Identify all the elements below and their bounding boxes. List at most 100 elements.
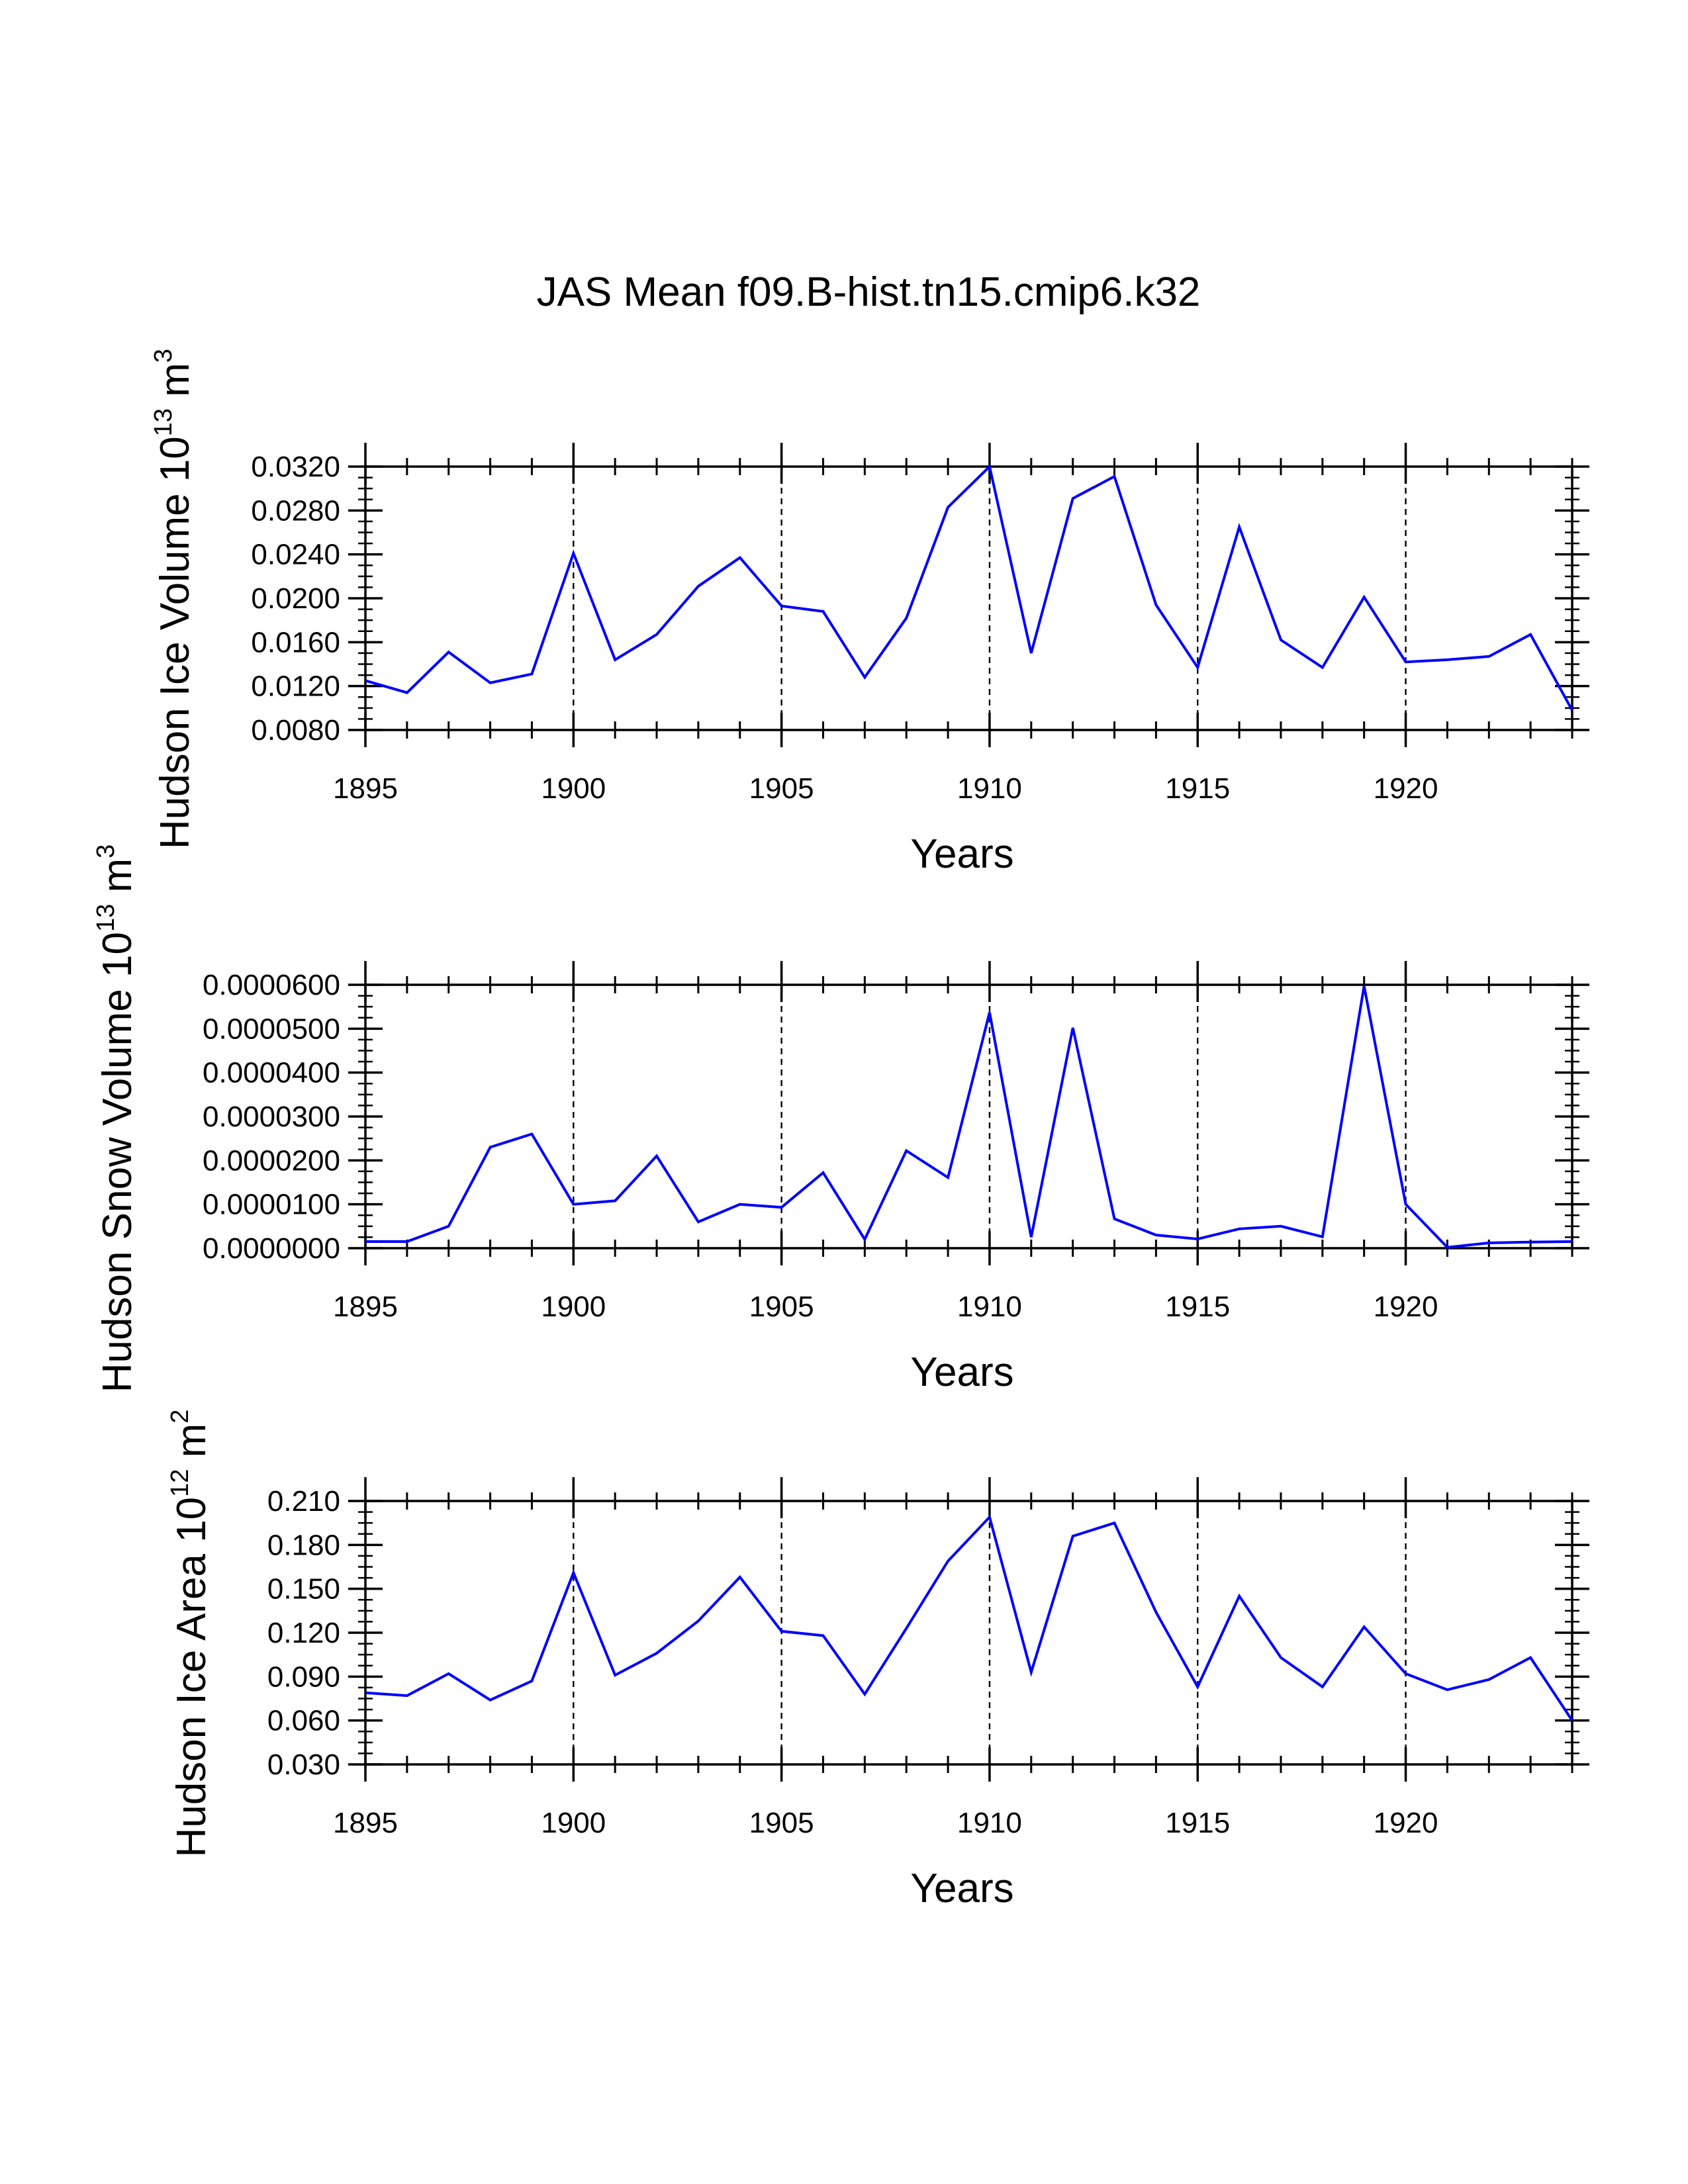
data-point bbox=[1363, 985, 1366, 987]
data-point bbox=[697, 1220, 700, 1223]
data-point bbox=[1571, 1719, 1573, 1722]
y-tick-label: 0.0080 bbox=[251, 714, 340, 747]
data-point bbox=[780, 1206, 783, 1208]
data-point bbox=[697, 1619, 700, 1622]
data-point bbox=[988, 1011, 991, 1014]
data-point bbox=[821, 610, 824, 613]
x-tick-label: 1895 bbox=[333, 772, 398, 805]
data-point bbox=[905, 617, 908, 619]
y-axis-title-unit-exponent: 3 bbox=[92, 844, 120, 858]
data-point bbox=[1321, 1686, 1324, 1688]
x-axis-title: Years bbox=[910, 1866, 1013, 1911]
data-point bbox=[821, 1634, 824, 1637]
y-axis-title-exponent: 13 bbox=[150, 408, 177, 436]
data-point bbox=[406, 692, 408, 694]
data-point bbox=[1487, 1242, 1490, 1244]
data-point bbox=[1446, 1688, 1448, 1691]
data-point bbox=[614, 1199, 616, 1202]
data-point bbox=[655, 633, 658, 636]
data-point bbox=[947, 1176, 949, 1179]
data-point bbox=[530, 672, 533, 675]
data-point bbox=[863, 1238, 866, 1241]
x-tick-label: 1905 bbox=[749, 1807, 814, 1839]
data-point bbox=[780, 1630, 783, 1633]
data-point bbox=[572, 1571, 575, 1574]
data-point bbox=[530, 1680, 533, 1682]
data-point bbox=[988, 465, 991, 468]
x-tick-label: 1920 bbox=[1374, 1291, 1438, 1323]
data-point bbox=[1363, 596, 1366, 598]
x-tick-label: 1910 bbox=[957, 772, 1022, 805]
data-point bbox=[1280, 1657, 1282, 1659]
data-point bbox=[489, 1146, 492, 1148]
x-tick-label: 1905 bbox=[749, 772, 814, 805]
x-tick-label: 1920 bbox=[1374, 772, 1438, 805]
data-point bbox=[1529, 633, 1532, 636]
data-point bbox=[1321, 666, 1324, 668]
data-point bbox=[364, 679, 367, 682]
data-point bbox=[1072, 1026, 1074, 1029]
x-tick-label: 1915 bbox=[1165, 1291, 1230, 1323]
data-point bbox=[905, 1627, 908, 1629]
y-axis-title: Hudson Ice Area 1012 m2 bbox=[166, 1410, 214, 1858]
data-point bbox=[1571, 709, 1573, 711]
data-point bbox=[1405, 1203, 1407, 1206]
y-tick-label: 0.030 bbox=[267, 1749, 340, 1781]
y-axis-title-base: Hudson Ice Volume 10 bbox=[152, 436, 198, 849]
data-point bbox=[1196, 1686, 1199, 1688]
data-point bbox=[988, 1516, 991, 1518]
data-point bbox=[697, 585, 700, 588]
x-tick-label: 1895 bbox=[333, 1291, 398, 1323]
data-point bbox=[1405, 1672, 1407, 1675]
x-tick-label: 1915 bbox=[1165, 1807, 1230, 1839]
data-point bbox=[1072, 497, 1074, 500]
data-point bbox=[905, 1150, 908, 1152]
data-point bbox=[406, 1240, 408, 1243]
data-point bbox=[1571, 1240, 1573, 1243]
x-tick-label: 1910 bbox=[957, 1291, 1022, 1323]
data-point bbox=[863, 676, 866, 678]
data-point bbox=[821, 1171, 824, 1174]
x-tick-label: 1905 bbox=[749, 1291, 814, 1323]
data-point bbox=[1113, 1522, 1116, 1524]
data-point bbox=[1072, 1535, 1074, 1537]
y-tick-label: 0.0000000 bbox=[203, 1232, 340, 1265]
x-tick-label: 1895 bbox=[333, 1807, 398, 1839]
y-tick-label: 0.0200 bbox=[251, 582, 340, 615]
y-axis-title-base: Hudson Ice Area 10 bbox=[169, 1497, 214, 1858]
data-point bbox=[1030, 1236, 1033, 1238]
data-point bbox=[947, 506, 949, 508]
data-point bbox=[614, 1674, 616, 1676]
x-axis-title: Years bbox=[910, 1349, 1013, 1395]
data-point bbox=[863, 1693, 866, 1696]
data-point bbox=[1238, 525, 1241, 528]
x-tick-label: 1900 bbox=[541, 1291, 606, 1323]
data-point bbox=[1280, 639, 1282, 641]
chart-panel-2: 1895 1900 1905 1910 1915 1920 0.0000000 0.00001… bbox=[92, 844, 1589, 1395]
y-tick-label: 0.0280 bbox=[251, 494, 340, 527]
y-axis-title-unit: m bbox=[95, 858, 140, 904]
data-point bbox=[1405, 660, 1407, 663]
data-point bbox=[572, 552, 575, 555]
data-point bbox=[1321, 1236, 1324, 1238]
data-point bbox=[1238, 1228, 1241, 1230]
data-point bbox=[1446, 1246, 1448, 1249]
data-point bbox=[1196, 1238, 1199, 1240]
data-point bbox=[1030, 652, 1033, 655]
data-point bbox=[530, 1133, 533, 1136]
data-point bbox=[489, 682, 492, 684]
y-tick-label: 0.0160 bbox=[251, 626, 340, 659]
y-tick-label: 0.0320 bbox=[251, 451, 340, 483]
y-tick-label: 0.090 bbox=[267, 1661, 340, 1693]
y-tick-label: 0.0000300 bbox=[203, 1101, 340, 1133]
data-point bbox=[1529, 1657, 1532, 1659]
y-tick-label: 0.180 bbox=[267, 1529, 340, 1561]
data-point bbox=[739, 1576, 741, 1578]
y-tick-label: 0.0120 bbox=[251, 670, 340, 703]
y-tick-label: 0.150 bbox=[267, 1573, 340, 1606]
y-axis-title: Hudson Snow Volume 1013 m3 bbox=[92, 844, 140, 1393]
data-point bbox=[1487, 655, 1490, 658]
data-point bbox=[447, 1672, 450, 1675]
